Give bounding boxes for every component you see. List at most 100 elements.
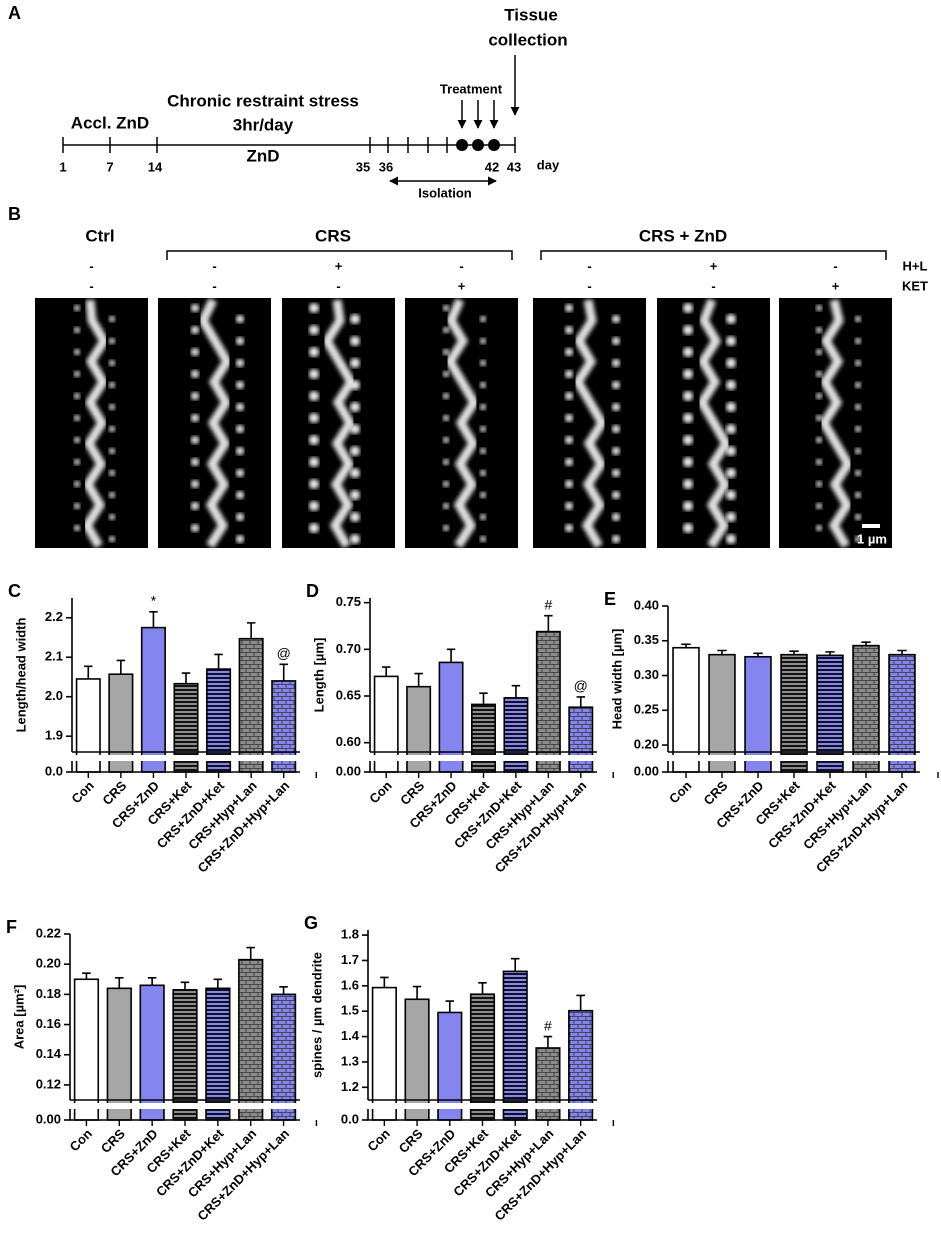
sign: -	[459, 258, 463, 273]
group-label: CRS + ZnD	[639, 226, 727, 245]
spine	[565, 436, 573, 444]
spine	[612, 359, 620, 367]
error-bar	[445, 1000, 455, 1013]
dendrite	[444, 298, 480, 549]
x-tick-label: Con	[68, 778, 97, 807]
y-tick-label: 0.65	[336, 687, 361, 702]
spine	[109, 338, 115, 344]
spine	[816, 371, 822, 377]
spine	[74, 371, 80, 377]
row-label: KET	[902, 278, 928, 293]
spine	[726, 314, 736, 324]
spine	[565, 326, 573, 334]
panel-letter: B	[8, 204, 21, 224]
spine	[191, 304, 199, 312]
label: Treatment	[440, 81, 503, 96]
sign: -	[587, 258, 591, 273]
spine	[612, 337, 620, 345]
label: Isolation	[418, 185, 472, 200]
axis-break	[660, 755, 924, 761]
sign: +	[458, 278, 466, 293]
spine	[565, 348, 573, 356]
annotation: @	[277, 645, 291, 661]
timeline-axis	[62, 137, 516, 153]
axis-break	[362, 755, 601, 761]
spine	[350, 380, 360, 390]
annotation: #	[544, 1017, 552, 1033]
panel-letter: F	[6, 917, 17, 937]
image-panel: B Ctrl CRS CRS + ZnD H+L KET	[8, 204, 928, 294]
y-axis-label: Length/head width	[13, 618, 28, 733]
spine	[816, 481, 822, 487]
y-tick-label: 1.8	[341, 927, 359, 942]
spine	[683, 347, 693, 357]
spine	[309, 369, 319, 379]
spine	[683, 303, 693, 313]
annotation: *	[151, 593, 157, 609]
spine	[74, 459, 80, 465]
spine	[74, 327, 80, 333]
error-bar	[543, 1035, 553, 1048]
spine	[309, 303, 319, 313]
spine	[191, 436, 199, 444]
dot	[456, 139, 468, 151]
error-bar	[479, 692, 488, 705]
sign: -	[212, 258, 216, 273]
day-label: 42	[485, 159, 499, 174]
group-label: Ctrl	[85, 226, 114, 245]
spine	[683, 501, 693, 511]
error-bar	[149, 611, 158, 628]
spine	[309, 325, 319, 335]
spine	[236, 535, 244, 543]
error-bar	[115, 976, 124, 989]
panel-letter: E	[604, 589, 616, 609]
spine	[816, 525, 822, 531]
day-label: 14	[148, 159, 163, 174]
spine	[443, 437, 449, 443]
spine	[612, 469, 620, 477]
spine	[109, 426, 115, 432]
spine	[816, 393, 822, 399]
error-bar	[180, 981, 190, 990]
spine	[74, 481, 80, 487]
error-bar	[576, 696, 586, 708]
label: Chronic restraint stress	[167, 91, 359, 110]
spine	[74, 349, 80, 355]
spine	[855, 360, 861, 366]
day-label: 35	[356, 159, 370, 174]
spine	[855, 316, 861, 322]
label: ZnD	[246, 146, 279, 165]
spine	[109, 492, 115, 498]
spine	[350, 402, 360, 412]
spine	[109, 316, 115, 322]
spine	[855, 448, 861, 454]
error-bar	[412, 985, 422, 1000]
spine	[565, 414, 573, 422]
dot	[472, 139, 484, 151]
label: Tissue	[504, 5, 558, 24]
bar	[73, 978, 100, 1121]
spine	[350, 490, 360, 500]
spine	[726, 490, 736, 500]
dendrite	[321, 299, 357, 549]
spine	[683, 479, 693, 489]
spine	[480, 338, 486, 344]
y-tick-label: 1.9	[45, 728, 63, 743]
spine	[443, 525, 449, 531]
x-tick-label: Con	[666, 778, 695, 807]
label: Accl. ZnD	[71, 113, 149, 132]
spine	[350, 314, 360, 324]
spine	[236, 513, 244, 521]
y-tick-label: 0.20	[634, 736, 659, 751]
group-label: CRS	[315, 226, 351, 245]
spine	[236, 447, 244, 455]
day-unit: day	[537, 157, 560, 172]
spine	[612, 315, 620, 323]
y-tick-label: 0.30	[634, 667, 659, 682]
sign: -	[711, 278, 715, 293]
spine	[74, 525, 80, 531]
axis-break	[62, 1103, 304, 1109]
spine	[74, 437, 80, 443]
y-tick-label: 0.18	[36, 986, 61, 1001]
error-bar	[576, 994, 585, 1011]
